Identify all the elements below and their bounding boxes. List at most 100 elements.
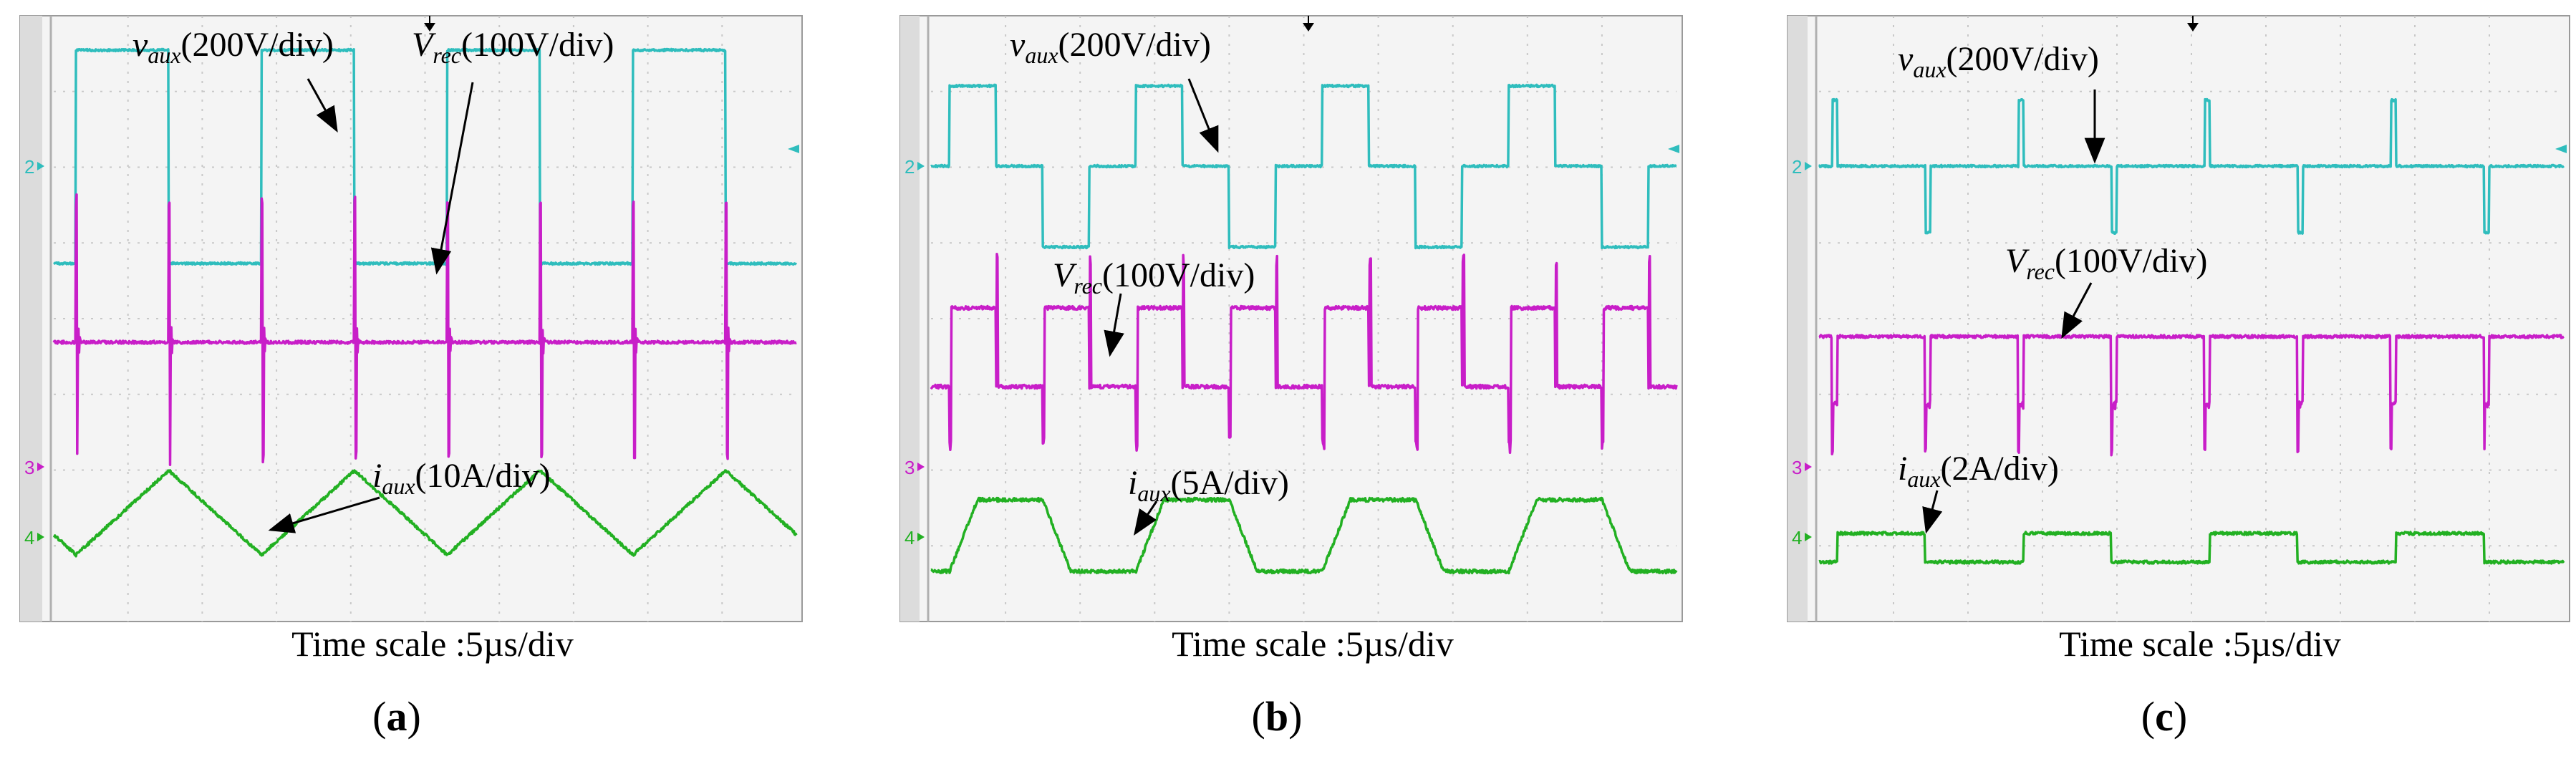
label-i-aux: iaux(2A/div) <box>1898 450 2059 492</box>
panel-caption: (b) <box>1252 693 1303 740</box>
time-scale-label: Time scale :5µs/div <box>1172 624 1454 664</box>
label-subscript: aux <box>1137 480 1170 506</box>
trigger-marker-icon <box>1303 16 1314 32</box>
label-v-rec: Vrec(100V/div) <box>2005 242 2207 284</box>
channel-marker-arrow-icon <box>917 463 925 471</box>
channel-marker-arrow-icon <box>1805 463 1812 471</box>
label-scale: (10A/div) <box>415 457 551 495</box>
label-arrow-icon <box>1187 78 1219 153</box>
v-aux-trace <box>53 47 798 266</box>
channel-marker-strip <box>1788 16 1808 622</box>
label-arrow-icon <box>307 78 338 133</box>
label-i-aux: iaux(5A/div) <box>1128 464 1289 506</box>
label-subscript: rec <box>433 42 461 68</box>
label-symbol: V <box>412 26 436 64</box>
i-aux-trace <box>930 496 1678 575</box>
label-scale: (200V/div) <box>1058 26 1211 64</box>
caption-close: ) <box>2174 693 2187 740</box>
channel-marker-3: 3 <box>1792 457 1802 478</box>
i-aux-trace <box>1818 531 2565 565</box>
trigger-marker-icon <box>424 16 435 32</box>
channel-marker-arrow-icon <box>37 533 44 541</box>
scope-screen <box>19 15 803 622</box>
caption-letter: b <box>1265 693 1288 740</box>
label-arrow-icon <box>1104 293 1124 357</box>
caption-open: ( <box>372 693 386 740</box>
trigger-marker-icon <box>2187 16 2199 32</box>
channel-marker-arrow-icon <box>1805 533 1812 541</box>
label-subscript: aux <box>1025 42 1058 68</box>
label-symbol: V <box>2005 242 2030 280</box>
label-subscript: aux <box>1913 57 1946 82</box>
channel-marker-2: 2 <box>905 156 915 178</box>
v-aux-trace <box>1818 97 2565 236</box>
ch2-ref-arrow-icon <box>788 145 799 153</box>
label-subscript: aux <box>1907 466 1940 492</box>
i-aux-trace <box>52 469 798 558</box>
label-symbol: i <box>372 457 382 495</box>
label-arrow-icon <box>430 82 474 275</box>
caption-close: ) <box>407 693 421 740</box>
v-rec-trace <box>52 193 797 466</box>
channel-marker-3: 3 <box>24 457 34 478</box>
time-scale-label: Time scale :5µs/div <box>291 624 574 664</box>
caption-open: ( <box>1252 693 1265 740</box>
label-arrow-icon <box>268 496 380 533</box>
caption-open: ( <box>2141 693 2155 740</box>
label-i-aux: iaux(10A/div) <box>372 457 551 499</box>
channel-marker-strip <box>20 16 42 622</box>
label-scale: (100V/div) <box>461 26 614 64</box>
channel-marker-arrow-icon <box>37 162 44 170</box>
label-symbol: v <box>1010 26 1026 64</box>
label-arrow-icon <box>1134 501 1158 536</box>
label-v-aux: vaux(200V/div) <box>1010 26 1211 68</box>
ch2-ref-arrow-icon <box>2555 145 2567 153</box>
caption-letter: c <box>2155 693 2174 740</box>
v-rec-trace <box>1818 334 2565 457</box>
panel-caption: (a) <box>372 693 421 740</box>
label-subscript: rec <box>1074 273 1102 299</box>
scope-screen <box>899 15 1683 622</box>
label-symbol: V <box>1053 256 1077 294</box>
panel-b: 234vaux(200V/div)Vrec(100V/div)iaux(5A/d… <box>899 15 1683 740</box>
channel-marker-strip <box>900 16 920 622</box>
caption-letter: a <box>387 693 407 740</box>
label-symbol: i <box>1128 464 1137 502</box>
label-v-aux: vaux(200V/div) <box>1898 40 2099 82</box>
channel-marker-4: 4 <box>905 527 915 548</box>
caption-close: ) <box>1288 693 1302 740</box>
v-aux-trace <box>930 83 1677 250</box>
label-arrow-icon <box>2061 282 2093 339</box>
channel-marker-2: 2 <box>24 156 34 178</box>
label-scale: (5A/div) <box>1171 464 1289 502</box>
channel-marker-2: 2 <box>1792 156 1802 178</box>
ch2-ref-arrow-icon <box>1668 145 1679 153</box>
channel-marker-arrow-icon <box>1805 162 1812 170</box>
label-scale: (200V/div) <box>181 26 334 64</box>
label-v-aux: vaux(200V/div) <box>132 26 334 68</box>
label-symbol: v <box>1898 40 1914 78</box>
panel-caption: (c) <box>2141 693 2187 740</box>
channel-marker-arrow-icon <box>917 533 925 541</box>
label-symbol: v <box>132 26 148 64</box>
v-rec-trace <box>930 253 1678 455</box>
channel-marker-4: 4 <box>1792 527 1802 548</box>
label-subscript: aux <box>148 42 180 68</box>
label-v-rec: Vrec(100V/div) <box>1053 256 1255 299</box>
label-symbol: i <box>1898 450 1907 488</box>
label-v-rec: Vrec(100V/div) <box>412 26 614 68</box>
label-scale: (2A/div) <box>1941 450 2059 488</box>
label-scale: (100V/div) <box>1102 256 1255 294</box>
label-scale: (200V/div) <box>1947 40 2099 78</box>
label-scale: (100V/div) <box>2055 242 2207 280</box>
channel-marker-arrow-icon <box>917 162 925 170</box>
channel-marker-4: 4 <box>24 527 34 548</box>
time-scale-label: Time scale :5µs/div <box>2059 624 2341 664</box>
label-subscript: rec <box>2026 258 2055 284</box>
label-arrow-icon <box>1922 490 1943 534</box>
channel-marker-3: 3 <box>905 457 915 478</box>
panel-c: 234vaux(200V/div)Vrec(100V/div)iaux(2A/d… <box>1787 15 2570 740</box>
label-subscript: aux <box>382 473 415 499</box>
